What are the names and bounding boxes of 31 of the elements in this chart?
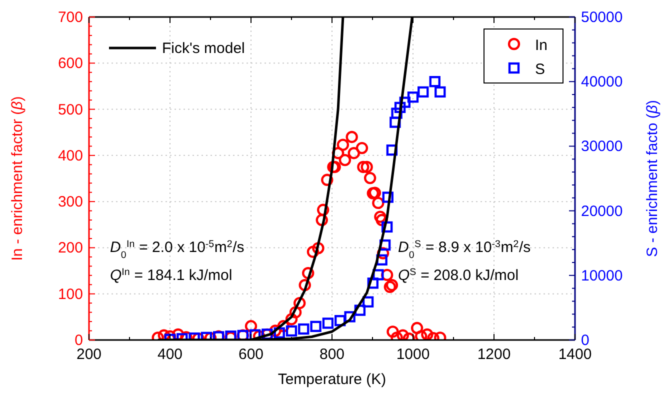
legend-label: S — [535, 61, 546, 78]
y-tick-label: 200 — [58, 240, 83, 257]
annotation: D$_{0}$$^{In}$ = 2.0 x 10$^{-5}$m$^{2}$/s — [110, 238, 244, 260]
annotation: Q$^{In}$ = 184.1 kJ/mol — [110, 266, 232, 284]
legend-label: In — [535, 37, 548, 54]
x-tick-label: 1400 — [558, 346, 592, 363]
x-tick-label: 400 — [157, 346, 183, 363]
y2-tick-label: 30000 — [581, 138, 623, 156]
y2-tick-label: 0 — [581, 332, 590, 349]
x-axis-title: Temperature (K) — [278, 371, 386, 388]
x-tick-label: 200 — [76, 346, 102, 363]
y-tick-label: 500 — [58, 101, 83, 118]
y-tick-label: 0 — [74, 332, 83, 349]
x-tick-label: 1000 — [396, 346, 430, 363]
y-tick-label: 600 — [58, 55, 83, 72]
x-tick-label: 600 — [238, 346, 264, 363]
annotation: D$_{0}$$^{S}$ = 8.9 x 10$^{-3}$m$^{2}$/s — [398, 238, 531, 260]
legend-label: Fick's model — [162, 40, 245, 57]
y2-tick-label: 50000 — [581, 9, 623, 26]
y-tick-label: 400 — [58, 147, 83, 164]
y-tick-label: 300 — [58, 194, 83, 211]
x-tick-label: 800 — [319, 346, 345, 363]
y-tick-label: 100 — [58, 286, 83, 303]
y2-tick-label: 40000 — [581, 74, 623, 91]
annotation: Q$^{S}$ = 208.0 kJ/mol — [398, 266, 519, 284]
y-tick-label: 700 — [58, 9, 83, 26]
y2-axis-title: S - enrichment facto (β) — [644, 100, 661, 257]
y2-tick-label: 10000 — [581, 267, 623, 284]
y2-tick-label: 20000 — [581, 202, 623, 220]
y-axis-title: In - enrichment factor (β) — [9, 96, 26, 261]
x-tick-label: 1200 — [477, 346, 511, 363]
